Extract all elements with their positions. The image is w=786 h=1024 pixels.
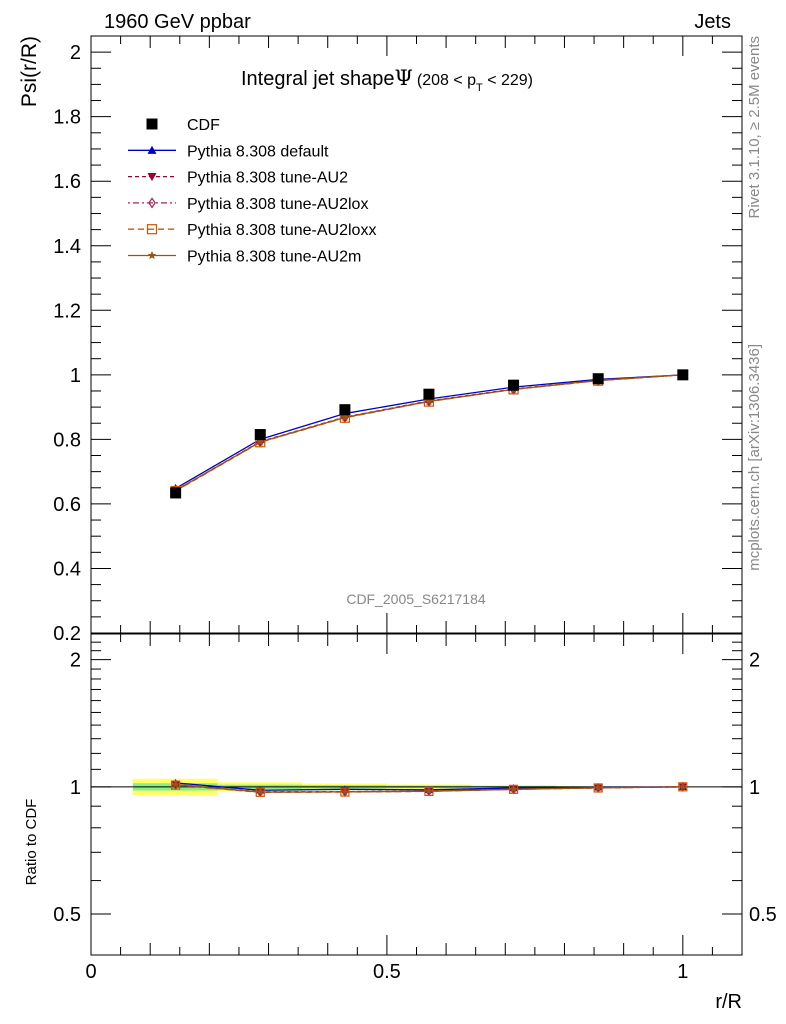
data-point-star <box>147 251 157 260</box>
ratio-y-tick-label-right: 2 <box>749 650 760 672</box>
data-point-star <box>679 782 687 791</box>
process-label: Jets <box>694 11 731 33</box>
data-point-star <box>509 785 518 793</box>
y-tick-label: 2 <box>70 42 81 64</box>
legend-entry-0: CDF <box>146 117 220 134</box>
data-point-square <box>146 118 158 130</box>
ratio-y-tick-label: 1 <box>70 777 81 799</box>
data-point-star <box>424 396 434 405</box>
chart-title-main: Integral jet shape <box>241 68 394 90</box>
main-series-group <box>170 369 689 499</box>
chart-title-range-sub: T <box>476 82 483 94</box>
legend-label: Pythia 8.308 tune-AU2 <box>187 170 348 187</box>
energy-label: 1960 GeV ppbar <box>104 11 251 33</box>
legend-label: Pythia 8.308 default <box>187 143 329 160</box>
x-tick-label: 0 <box>85 961 96 983</box>
data-point-star <box>341 787 349 796</box>
chart-title-range-open: (208 < p <box>417 72 476 89</box>
x-axis-title: r/R <box>715 991 742 1013</box>
ratio-y-axis-title: Ratio to CDF <box>23 799 40 886</box>
data-point-square <box>677 369 689 381</box>
data-point-diamond-open <box>148 197 156 209</box>
data-point-triangle-up <box>147 145 157 154</box>
analysis-watermark: CDF_2005_S6217184 <box>346 591 486 607</box>
data-point-square-open <box>146 224 158 235</box>
legend-label: Pythia 8.308 tune-AU2m <box>187 249 361 266</box>
legend-entry-5: Pythia 8.308 tune-AU2m <box>128 249 361 266</box>
data-point-star <box>594 783 602 792</box>
legend-label: CDF <box>187 117 220 134</box>
ratio-y-tick-label-right: 0.5 <box>749 904 777 926</box>
chart-title: Integral jet shapeΨ (208 < pT < 229) <box>241 66 533 94</box>
legend-entry-1: Pythia 8.308 default <box>128 143 329 160</box>
y-tick-label: 1.8 <box>53 107 81 129</box>
y-tick-label: 0.4 <box>53 558 81 580</box>
data-point-star <box>255 437 265 446</box>
legend-entry-4: Pythia 8.308 tune-AU2loxx <box>128 222 376 239</box>
data-point-star <box>340 412 350 422</box>
data-point-square <box>592 373 604 385</box>
y-tick-label: 1.2 <box>53 300 81 322</box>
legend-entry-2: Pythia 8.308 tune-AU2 <box>128 170 348 187</box>
mcplots-label: mcplots.cern.ch [arXiv:1306.3436] <box>746 344 763 571</box>
rivet-version-label: Rivet 3.1.10, ≥ 2.5M events <box>746 36 763 219</box>
axis-tick-labels: 0.2 0.4 0.6 0.8 1 1.2 1.4 1.6 1.8 2 0 0.5 1 0.5 0.5 1 1 2… <box>53 42 777 983</box>
data-point-star <box>256 788 265 796</box>
legend-entry-3: Pythia 8.308 tune-AU2lox <box>128 196 368 213</box>
y-tick-label: 0.8 <box>53 429 81 451</box>
data-point-square-open <box>678 782 688 792</box>
axis-ticks <box>90 35 743 956</box>
data-point-square <box>339 404 351 416</box>
x-tick-label: 0.5 <box>373 961 401 983</box>
y-tick-label: 0.2 <box>53 623 81 645</box>
chart-title-symbol: Ψ <box>394 66 412 90</box>
y-axis-title: Psi(r/R) <box>18 36 41 107</box>
data-point-square <box>254 429 266 441</box>
data-point-square-open <box>508 784 519 794</box>
data-point-star <box>425 787 433 795</box>
ratio-y-tick-label-right: 1 <box>749 777 760 799</box>
legend-label: Pythia 8.308 tune-AU2loxx <box>187 222 376 239</box>
ratio-y-tick-label: 2 <box>70 650 81 672</box>
ratio-y-tick-label: 0.5 <box>53 904 81 926</box>
data-point-square <box>508 379 520 391</box>
y-tick-label: 1.6 <box>53 171 81 193</box>
data-point-triangle-down <box>147 173 157 182</box>
legend-label: Pythia 8.308 tune-AU2lox <box>187 196 368 213</box>
data-point-square <box>423 388 435 400</box>
y-tick-label: 1.4 <box>53 236 81 258</box>
data-point-square <box>170 487 182 499</box>
ratio-series-group <box>171 778 688 798</box>
data-point-star <box>171 780 180 788</box>
x-tick-label: 1 <box>677 961 688 983</box>
y-tick-label: 0.6 <box>53 494 81 516</box>
legend: CDF Pythia 8.308 default Pythia 8.308 tune… <box>128 117 376 266</box>
y-tick-label: 1 <box>70 365 81 387</box>
chart-title-range-close: < 229) <box>483 72 533 89</box>
